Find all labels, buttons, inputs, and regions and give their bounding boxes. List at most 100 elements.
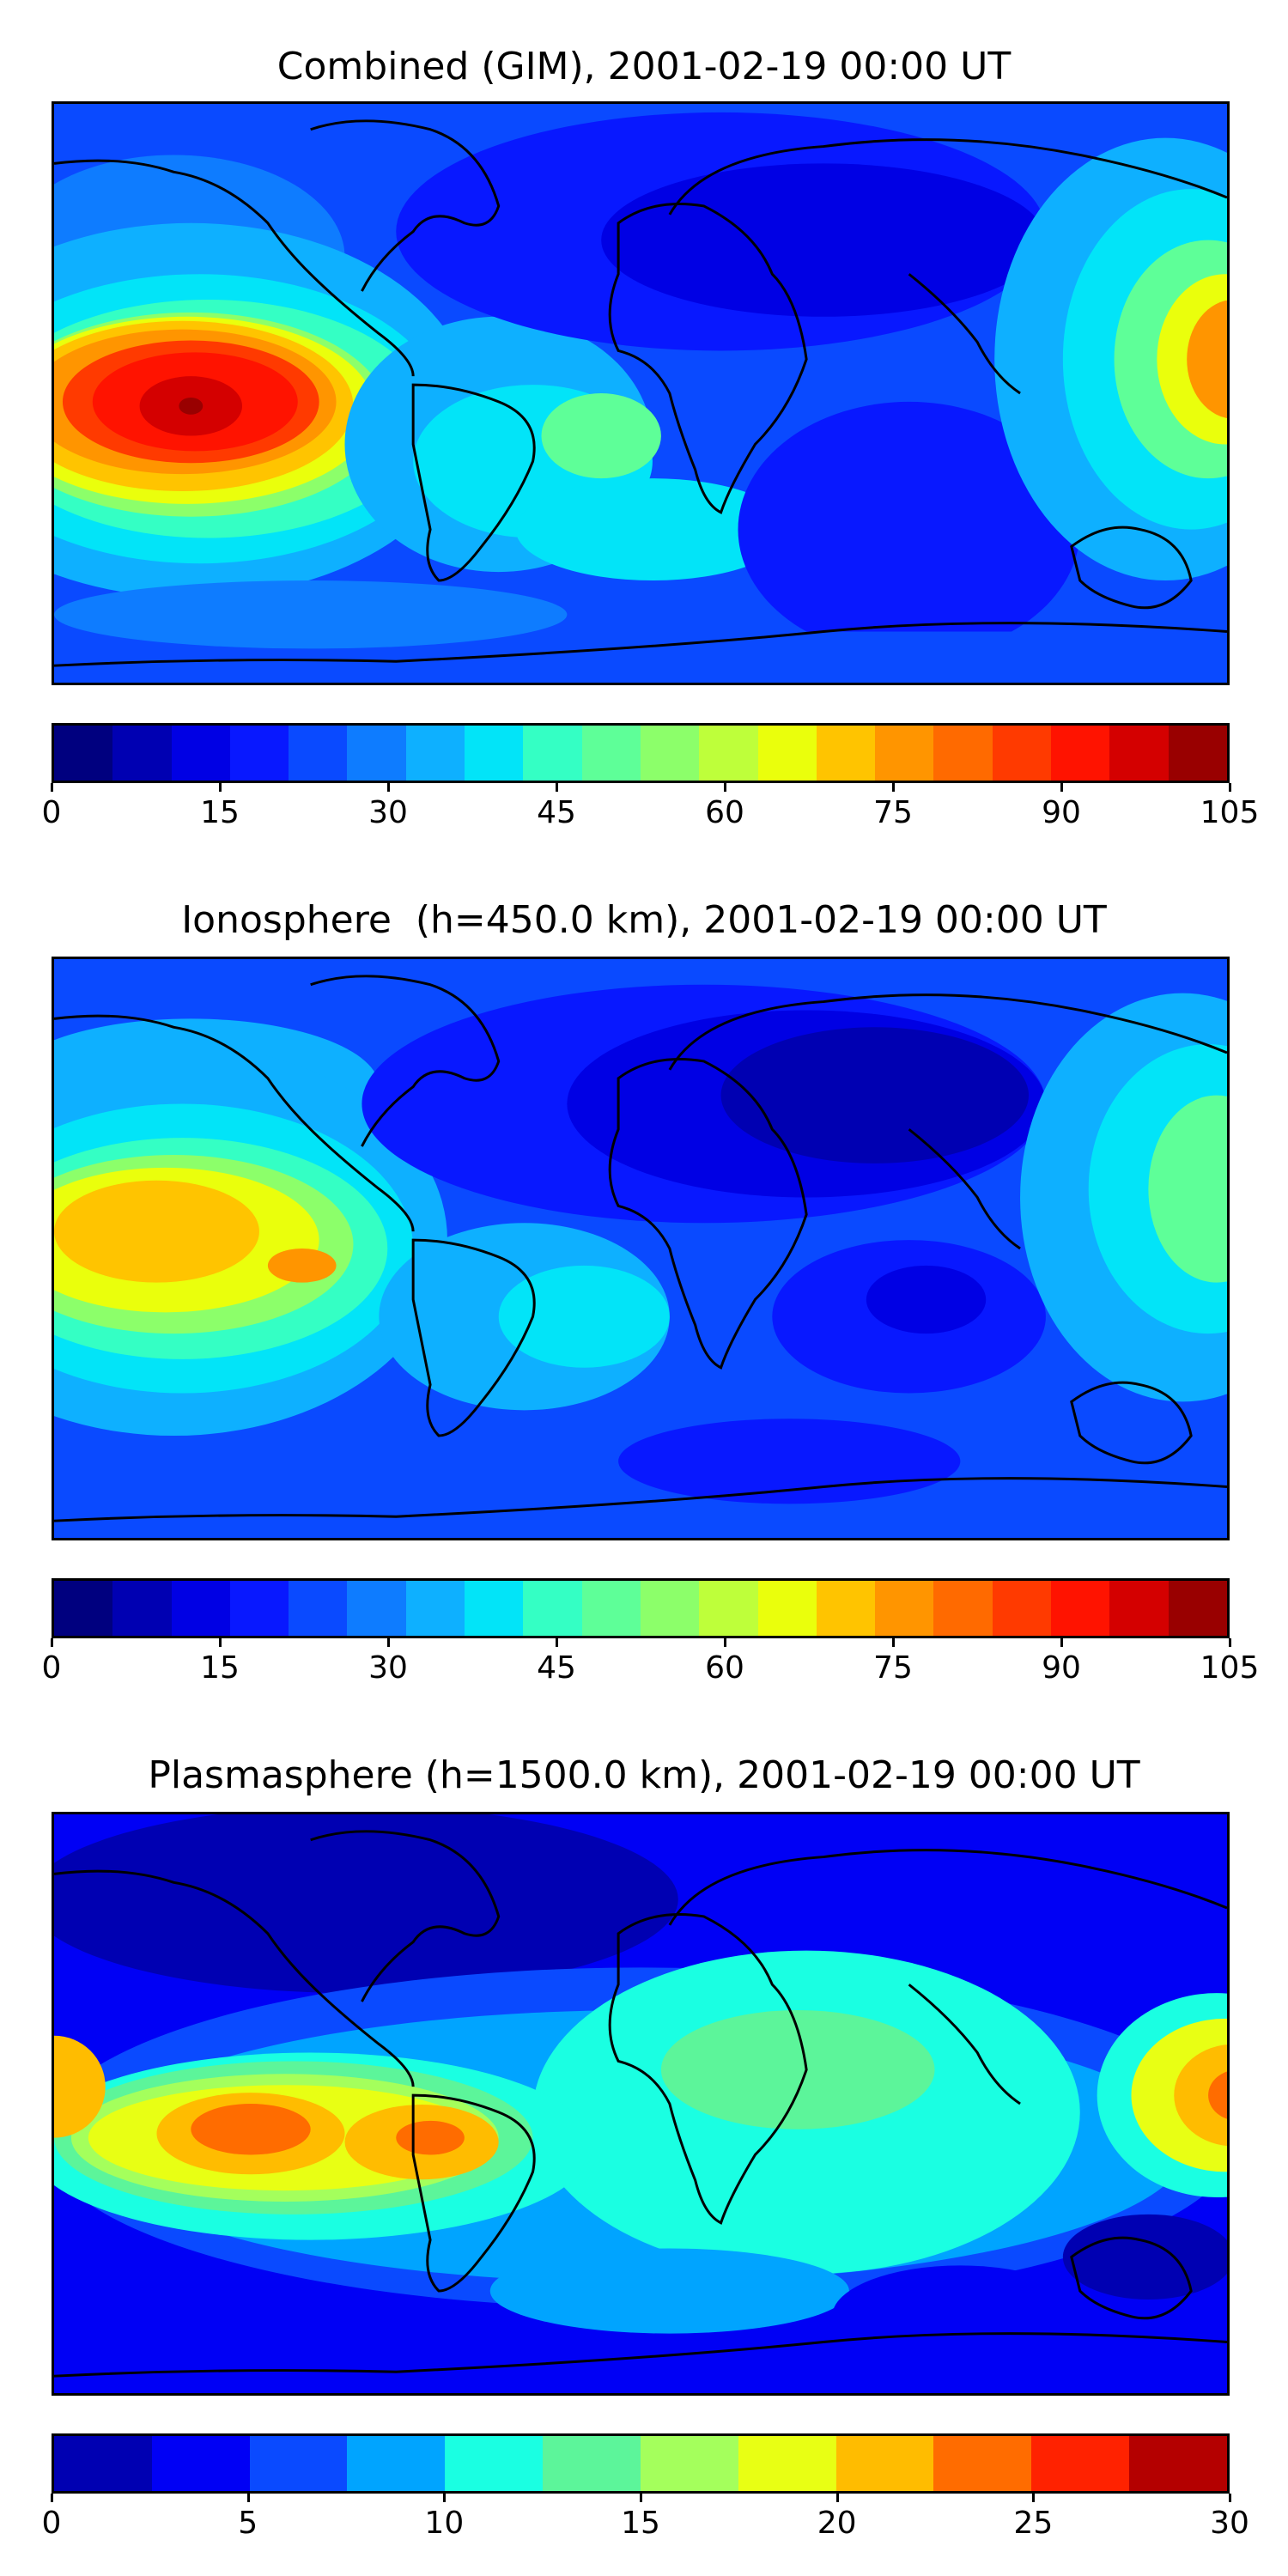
tick-label: 0 (41, 1650, 62, 1686)
colorbar-segment (347, 726, 406, 781)
tick-mark (1229, 783, 1231, 792)
colorbar-segment (640, 726, 700, 781)
colorbar-plasmasphere (52, 2433, 1230, 2494)
colorbar-segment (112, 726, 172, 781)
colorbar-segment (229, 726, 289, 781)
tec-contour-map (54, 1814, 1227, 2393)
tick-label: 30 (368, 795, 408, 830)
tick-label: 105 (1200, 795, 1260, 830)
colorbar-ticks-plasmasphere: 0 5 10 15 20 25 30 (42, 2494, 1249, 2545)
colorbar-segment (523, 726, 582, 781)
tick-mark (51, 2494, 53, 2502)
colorbar-segment (1168, 1581, 1227, 1636)
tick-mark (556, 1638, 558, 1647)
tick-label: 20 (817, 2506, 857, 2541)
colorbar-segment (543, 2436, 641, 2491)
tick-mark (387, 1638, 390, 1647)
tick-mark (387, 783, 390, 792)
tick-mark (443, 2494, 447, 2502)
colorbar-ticks-combined: 0 15 30 45 60 75 90 105 (42, 783, 1259, 835)
colorbar-segment (699, 726, 758, 781)
tick-label: 25 (1013, 2506, 1054, 2541)
tick-label: 105 (1200, 1650, 1260, 1686)
colorbar-segment (992, 1581, 1052, 1636)
colorbar-ionosphere (52, 1578, 1230, 1638)
tick-mark (51, 783, 53, 792)
tick-mark (246, 2494, 250, 2502)
tick-label: 30 (368, 1650, 408, 1686)
tick-label: 15 (621, 2506, 660, 2541)
tick-label: 90 (1042, 795, 1081, 830)
tick-mark (724, 1638, 726, 1647)
colorbar-segment (465, 726, 524, 781)
colorbar-segment (405, 1581, 465, 1636)
colorbar-segment (640, 1581, 700, 1636)
colorbar-segment (1109, 726, 1169, 781)
tick-label: 10 (424, 2506, 465, 2541)
tick-label: 75 (873, 1650, 913, 1686)
tick-mark (724, 783, 726, 792)
tick-label: 90 (1042, 1650, 1081, 1686)
tick-label: 0 (41, 2506, 62, 2541)
panel-title-combined: Combined (GIM), 2001-02-19 00:00 UT (276, 45, 1012, 88)
colorbar-segment (347, 2436, 446, 2491)
tick-mark (219, 783, 222, 792)
tick-mark (51, 1638, 53, 1647)
tick-mark (219, 1638, 222, 1647)
colorbar-segment (699, 1581, 758, 1636)
panel-title-ionosphere: Ionosphere (h=450.0 km), 2001-02-19 00:0… (181, 898, 1107, 942)
map-plasmasphere (52, 1812, 1230, 2396)
map-combined (52, 101, 1230, 685)
tick-label: 30 (1210, 2506, 1249, 2541)
map-ionosphere (52, 957, 1230, 1540)
colorbar-segment (171, 1581, 230, 1636)
colorbar-segment (933, 1581, 993, 1636)
colorbar-segment (1031, 2436, 1130, 2491)
colorbar-ticks-ionosphere: 0 15 30 45 60 75 90 105 (42, 1638, 1259, 1690)
tick-mark (556, 783, 558, 792)
colorbar-segment (581, 726, 641, 781)
colorbar-segment (757, 1581, 817, 1636)
colorbar-segment (289, 726, 348, 781)
colorbar-segment (54, 2436, 152, 2491)
tick-label: 60 (705, 1650, 744, 1686)
colorbar-segment (581, 1581, 641, 1636)
colorbar-segment (523, 1581, 582, 1636)
colorbar-segment (875, 726, 934, 781)
colorbar-segment (933, 726, 993, 781)
colorbar-segment (249, 2436, 348, 2491)
tick-label: 5 (238, 2506, 258, 2541)
colorbar-segment (445, 2436, 544, 2491)
colorbar-segment (54, 726, 113, 781)
tick-mark (1229, 2494, 1231, 2502)
colorbar-segment (171, 726, 230, 781)
colorbar-segment (1168, 726, 1227, 781)
colorbar-segment (1051, 726, 1110, 781)
panel-title-plasmasphere: Plasmasphere (h=1500.0 km), 2001-02-19 0… (148, 1753, 1140, 1797)
tick-label: 45 (537, 795, 576, 830)
colorbar-segment (816, 726, 876, 781)
tick-mark (892, 1638, 895, 1647)
colorbar-combined (52, 723, 1230, 783)
colorbar-segment (1129, 2436, 1227, 2491)
tick-mark (640, 2494, 642, 2502)
colorbar-segment (465, 1581, 524, 1636)
tick-label: 15 (200, 1650, 240, 1686)
colorbar-segment (875, 1581, 934, 1636)
colorbar-segment (738, 2436, 836, 2491)
tec-contour-map (54, 104, 1227, 683)
colorbar-segment (54, 1581, 113, 1636)
tick-mark (892, 783, 895, 792)
tick-mark (1032, 2494, 1036, 2502)
colorbar-segment (112, 1581, 172, 1636)
colorbar-segment (640, 2436, 738, 2491)
tick-mark (1060, 1638, 1063, 1647)
tick-label: 0 (41, 795, 62, 830)
colorbar-segment (347, 1581, 406, 1636)
tick-mark (835, 2494, 839, 2502)
tick-label: 60 (705, 795, 744, 830)
colorbar-segment (289, 1581, 348, 1636)
tick-label: 45 (537, 1650, 576, 1686)
colorbar-segment (151, 2436, 250, 2491)
colorbar-segment (1109, 1581, 1169, 1636)
